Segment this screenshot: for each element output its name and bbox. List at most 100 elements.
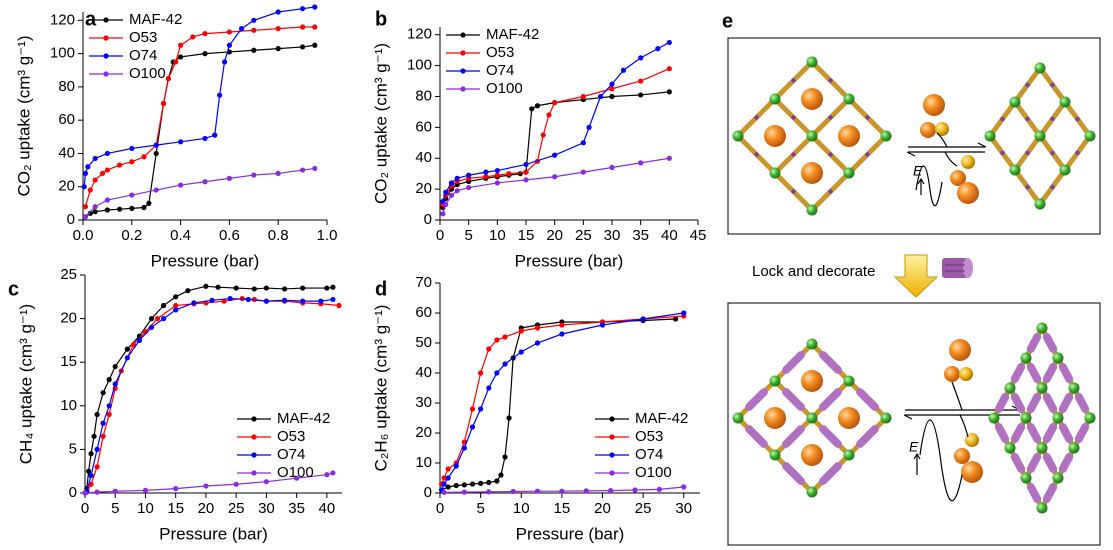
data-point <box>502 361 508 367</box>
legend-marker <box>460 32 466 38</box>
legend-label: O53 <box>277 428 305 445</box>
legend-label: O100 <box>129 65 166 82</box>
data-point <box>534 340 541 346</box>
data-point <box>227 295 233 302</box>
data-point <box>443 189 449 195</box>
metal-node <box>806 486 818 498</box>
panel-letter: b <box>375 8 387 30</box>
data-point <box>666 39 672 46</box>
linker-atom <box>791 115 796 120</box>
linker-atom <box>1050 116 1055 122</box>
linker-atom <box>1050 184 1055 190</box>
data-point <box>99 170 106 177</box>
legend-label: O74 <box>129 47 157 64</box>
data-point <box>461 482 467 488</box>
data-point <box>640 316 646 322</box>
x-tick-label: 0.6 <box>219 227 240 244</box>
metal-node <box>732 130 744 142</box>
decoration <box>1074 423 1090 443</box>
data-point <box>251 27 257 33</box>
data-point <box>226 175 232 181</box>
data-point <box>251 172 257 178</box>
y-tick-label: 120 <box>407 26 432 43</box>
legend-marker <box>103 71 109 77</box>
x-tick-label: 20 <box>546 227 563 244</box>
data-point <box>300 44 306 50</box>
y-tick-label: 0 <box>424 211 432 228</box>
y-axis-title: C₂H₆ uptake (cm³ g⁻¹) <box>371 305 390 472</box>
decoration <box>856 388 879 411</box>
data-point <box>330 470 336 476</box>
data-point <box>486 489 492 495</box>
data-point <box>523 161 529 168</box>
data-point <box>300 167 306 173</box>
linker-atom <box>1075 150 1080 156</box>
guest-sphere <box>838 125 860 147</box>
data-point <box>153 187 159 193</box>
y-tick-label: 80 <box>58 78 75 95</box>
data-point <box>445 475 451 481</box>
data-point <box>82 204 89 210</box>
data-point <box>173 59 179 65</box>
data-point <box>129 145 135 152</box>
x-tick-label: 45 <box>690 227 707 244</box>
linker-atom <box>1075 116 1080 122</box>
data-point <box>609 81 615 87</box>
linker-atom <box>865 152 870 157</box>
metal-node <box>1036 382 1048 394</box>
data-point <box>599 322 606 328</box>
metal-node <box>1020 472 1032 484</box>
y-tick-label: 60 <box>58 111 75 128</box>
legend-label: O74 <box>486 62 514 79</box>
y-tick-label: 100 <box>50 45 75 62</box>
data-point <box>94 464 100 470</box>
series-line <box>86 297 334 492</box>
x-tick-label: 20 <box>594 500 611 517</box>
legend-label: O53 <box>129 29 157 46</box>
decoration <box>1042 393 1058 413</box>
data-point <box>263 285 270 291</box>
metal-node <box>1036 442 1048 454</box>
legend-marker <box>609 470 615 476</box>
y-tick-label: 20 <box>58 178 75 195</box>
data-point <box>498 472 504 478</box>
y-tick-label: 0 <box>69 484 77 501</box>
data-point <box>88 472 94 479</box>
data-point <box>312 165 318 172</box>
legend-label: O100 <box>635 464 672 481</box>
data-point <box>81 184 87 190</box>
metal-node <box>1009 164 1021 176</box>
data-point <box>275 170 281 177</box>
metal-node <box>1009 96 1021 108</box>
legend-marker <box>609 434 615 440</box>
data-point <box>580 93 586 100</box>
metal-node <box>843 93 855 105</box>
x-tick-label: 5 <box>111 500 119 517</box>
legend-marker <box>251 416 257 422</box>
data-point <box>518 328 524 334</box>
metal-node <box>1036 502 1048 514</box>
data-point <box>106 403 112 409</box>
data-point <box>300 6 306 12</box>
data-point <box>112 363 118 370</box>
linker-atom <box>1025 150 1030 156</box>
linker-atom <box>1050 82 1055 88</box>
decoration <box>745 388 768 411</box>
decoration <box>819 388 842 411</box>
decoration <box>819 351 842 374</box>
metal-node <box>1020 412 1032 424</box>
data-point <box>632 487 638 493</box>
metal-node <box>1052 412 1064 424</box>
x-axis-title: Pressure (bar) <box>151 251 260 270</box>
data-point <box>209 297 215 303</box>
data-point <box>494 370 500 376</box>
decoration <box>994 423 1010 443</box>
data-point <box>275 46 281 52</box>
metal-node <box>769 167 781 179</box>
x-tick-label: 15 <box>167 500 184 517</box>
metal-node <box>732 412 744 424</box>
data-point <box>609 164 615 171</box>
decoration <box>1010 453 1026 473</box>
metal-node <box>843 449 855 461</box>
